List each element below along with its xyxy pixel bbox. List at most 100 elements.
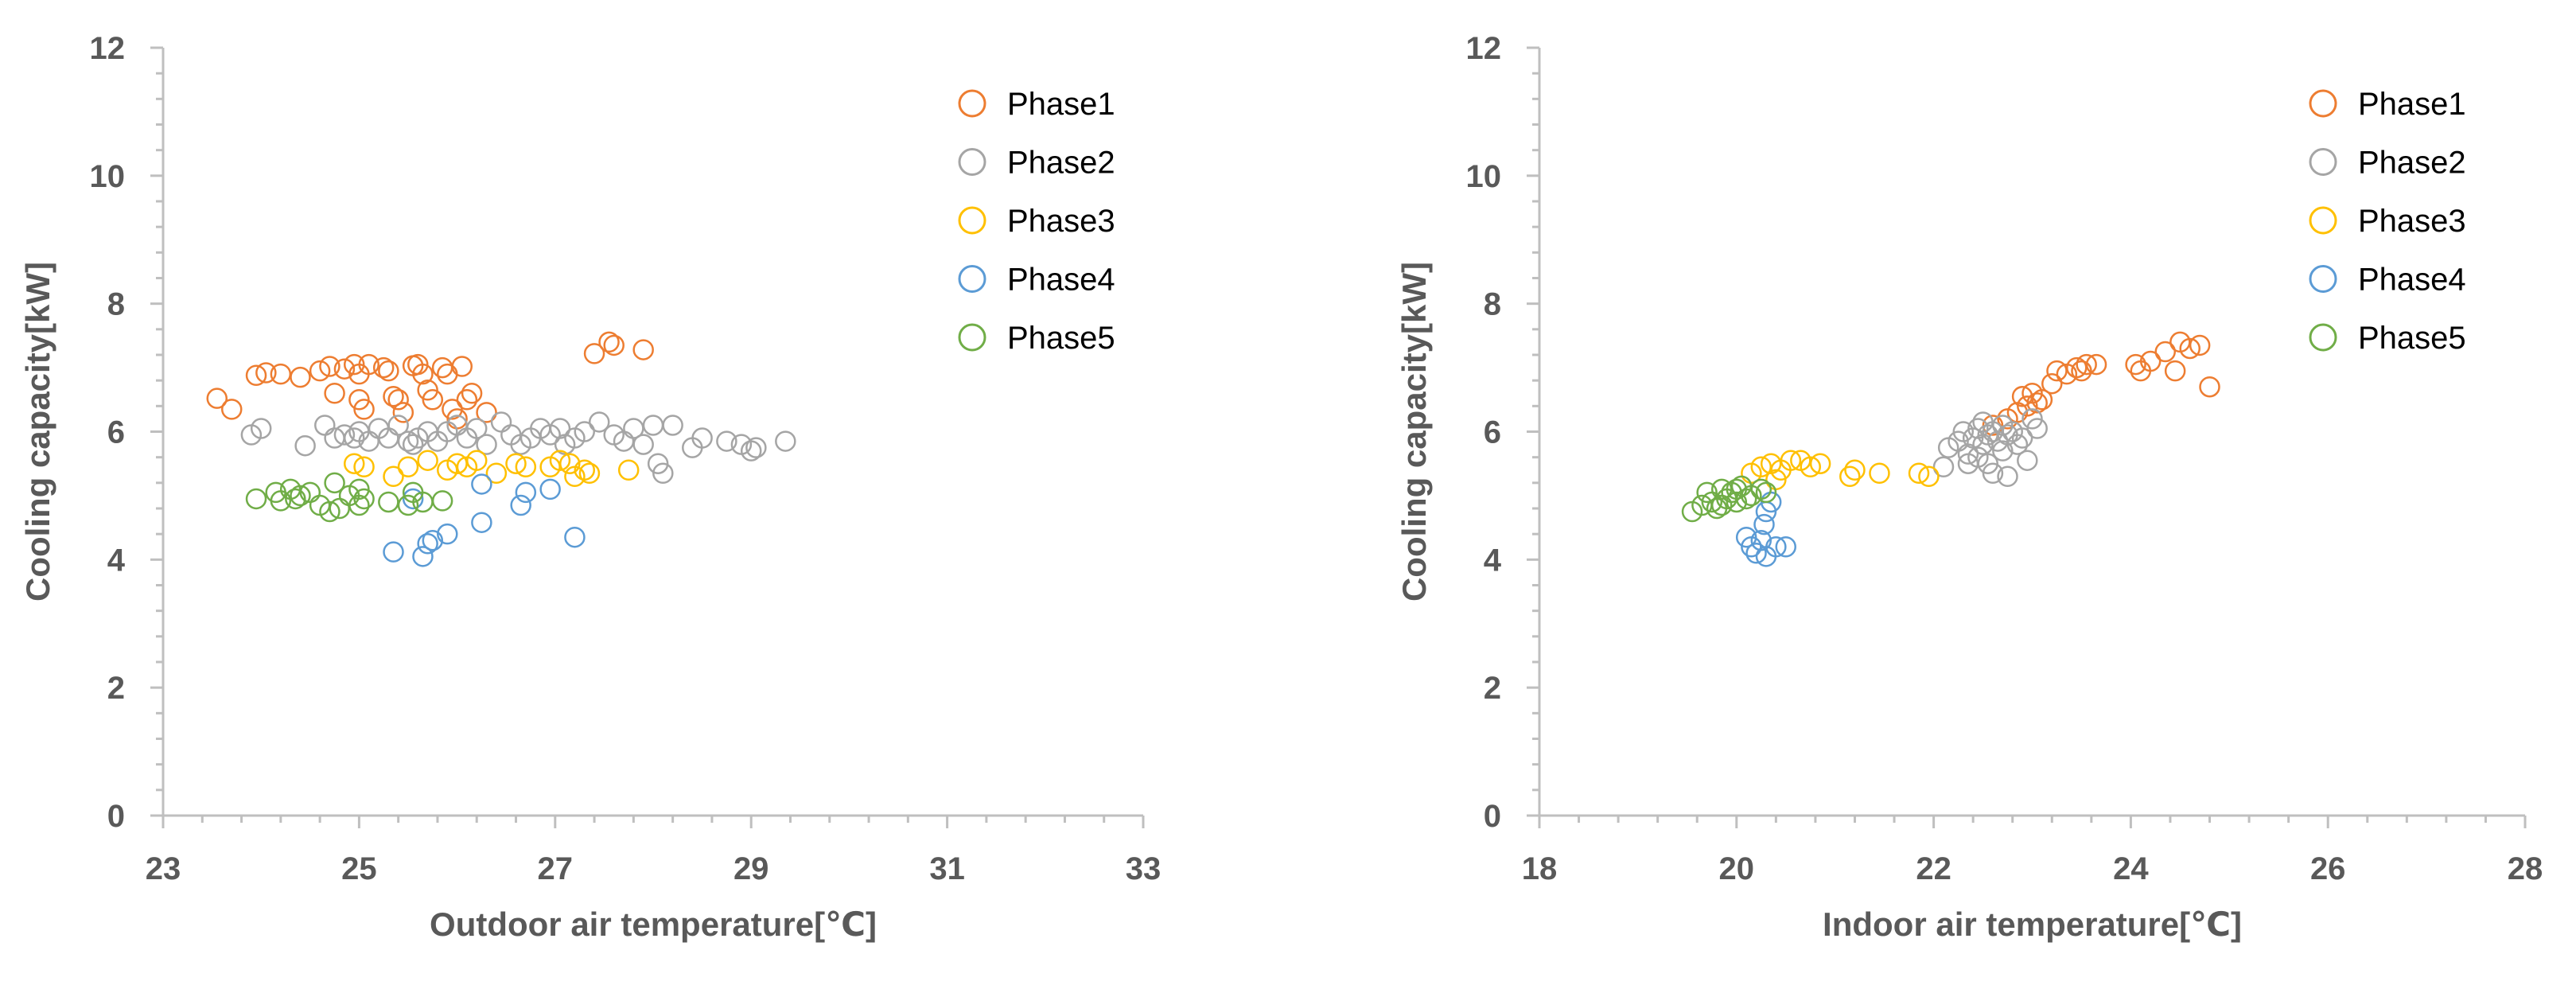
data-point: [559, 453, 581, 474]
legend-marker: [958, 323, 986, 352]
data-point: [588, 411, 610, 433]
data-point: [1710, 478, 1733, 500]
data-point: [348, 478, 370, 500]
data-point: [412, 546, 434, 567]
data-point: [515, 456, 537, 477]
data-point: [2021, 408, 2043, 430]
series-phase2: [1932, 408, 2048, 488]
data-point: [1839, 465, 1861, 488]
data-point: [1780, 450, 1802, 471]
data-point: [2017, 395, 2038, 417]
data-point: [1809, 453, 1831, 474]
data-point: [437, 363, 458, 385]
data-point: [343, 353, 365, 376]
data-point: [431, 356, 453, 379]
data-point: [2179, 337, 2200, 360]
data-point: [647, 453, 669, 474]
legend-marker: [2309, 206, 2337, 235]
data-point: [290, 366, 311, 388]
legend-label: Phase2: [1007, 146, 1115, 181]
data-point: [397, 430, 419, 452]
data-point: [1957, 453, 1979, 474]
x-tick-label: 26: [2310, 851, 2346, 886]
data-point: [515, 481, 537, 504]
y-axis-title: Cooling capacity[kW]: [1395, 262, 1433, 602]
data-point: [745, 437, 767, 458]
y-tick-label: 2: [107, 671, 125, 706]
y-tick-label: 0: [1484, 799, 1501, 834]
data-point: [372, 356, 395, 379]
legend-label: Phase3: [2358, 204, 2466, 239]
data-point: [451, 356, 473, 377]
y-tick-label: 10: [1466, 159, 1502, 194]
data-point: [574, 459, 596, 481]
data-point: [333, 424, 356, 446]
legend-marker: [2309, 265, 2337, 293]
x-axis-title: Indoor air temperature[℃]: [1823, 905, 2242, 943]
data-point: [1957, 443, 1979, 465]
series-phase2: [240, 411, 796, 485]
data-point: [417, 532, 438, 555]
data-point: [2085, 353, 2107, 376]
data-point: [490, 411, 512, 433]
x-tick-label: 31: [929, 851, 965, 886]
data-point: [603, 334, 625, 356]
legend-label: Phase1: [2358, 87, 2466, 122]
data-point: [353, 488, 375, 510]
legend-marker: [2309, 323, 2337, 352]
data-point: [2006, 434, 2029, 455]
data-point: [1869, 462, 1890, 485]
series-phase3: [1741, 450, 1940, 491]
data-point: [383, 386, 404, 407]
data-point: [270, 363, 292, 385]
data-point: [2026, 392, 2048, 414]
y-tick-label: 8: [107, 287, 125, 322]
data-point: [564, 526, 586, 548]
data-point: [1750, 529, 1772, 551]
data-point: [583, 343, 605, 364]
data-point: [1908, 462, 1930, 485]
y-tick-label: 2: [1484, 671, 1501, 706]
data-point: [245, 364, 267, 386]
data-point: [1750, 456, 1772, 477]
legend-marker: [2309, 148, 2337, 176]
data-point: [574, 421, 596, 442]
data-point: [465, 450, 488, 471]
data-point: [2164, 360, 2186, 382]
data-point: [378, 491, 399, 513]
data-point: [412, 363, 434, 385]
data-point: [632, 434, 654, 455]
data-point: [2017, 450, 2038, 471]
data-point: [387, 415, 409, 436]
chart-1: 0 2 4 6 8 10 12 23 25 27 29 31 33 Outdoor air tempera…: [19, 31, 1161, 943]
data-point: [1982, 462, 2004, 485]
x-tick-label: 23: [146, 851, 181, 886]
x-tick-label: 18: [1522, 851, 1558, 886]
data-point: [549, 418, 571, 439]
data-point: [1932, 456, 1955, 477]
data-point: [598, 331, 620, 353]
x-tick-label: 33: [1126, 851, 1162, 886]
data-point: [206, 387, 228, 409]
data-point: [476, 434, 497, 455]
y-axis-title: Cooling capacity[kW]: [19, 262, 56, 602]
legend-label: Phase5: [2358, 321, 2466, 356]
data-point: [446, 453, 468, 474]
series-phase1: [1982, 331, 2220, 436]
series-phase4: [383, 473, 586, 567]
legend-marker: [958, 89, 986, 118]
legend: Phase1 Phase2 Phase3 Phase4 Phase5: [958, 87, 1115, 356]
data-point: [1800, 456, 1821, 477]
data-point: [417, 379, 438, 401]
series-phase1: [206, 331, 654, 430]
data-point: [2011, 427, 2033, 449]
data-point: [2125, 353, 2146, 376]
data-point: [407, 353, 429, 376]
data-point: [437, 523, 458, 545]
data-point: [348, 389, 370, 411]
data-point: [2041, 372, 2063, 395]
data-point: [578, 462, 601, 485]
x-tick-label: 22: [1916, 851, 1951, 886]
y-tick-label: 10: [90, 159, 126, 194]
y-tick-label: 0: [107, 799, 125, 834]
